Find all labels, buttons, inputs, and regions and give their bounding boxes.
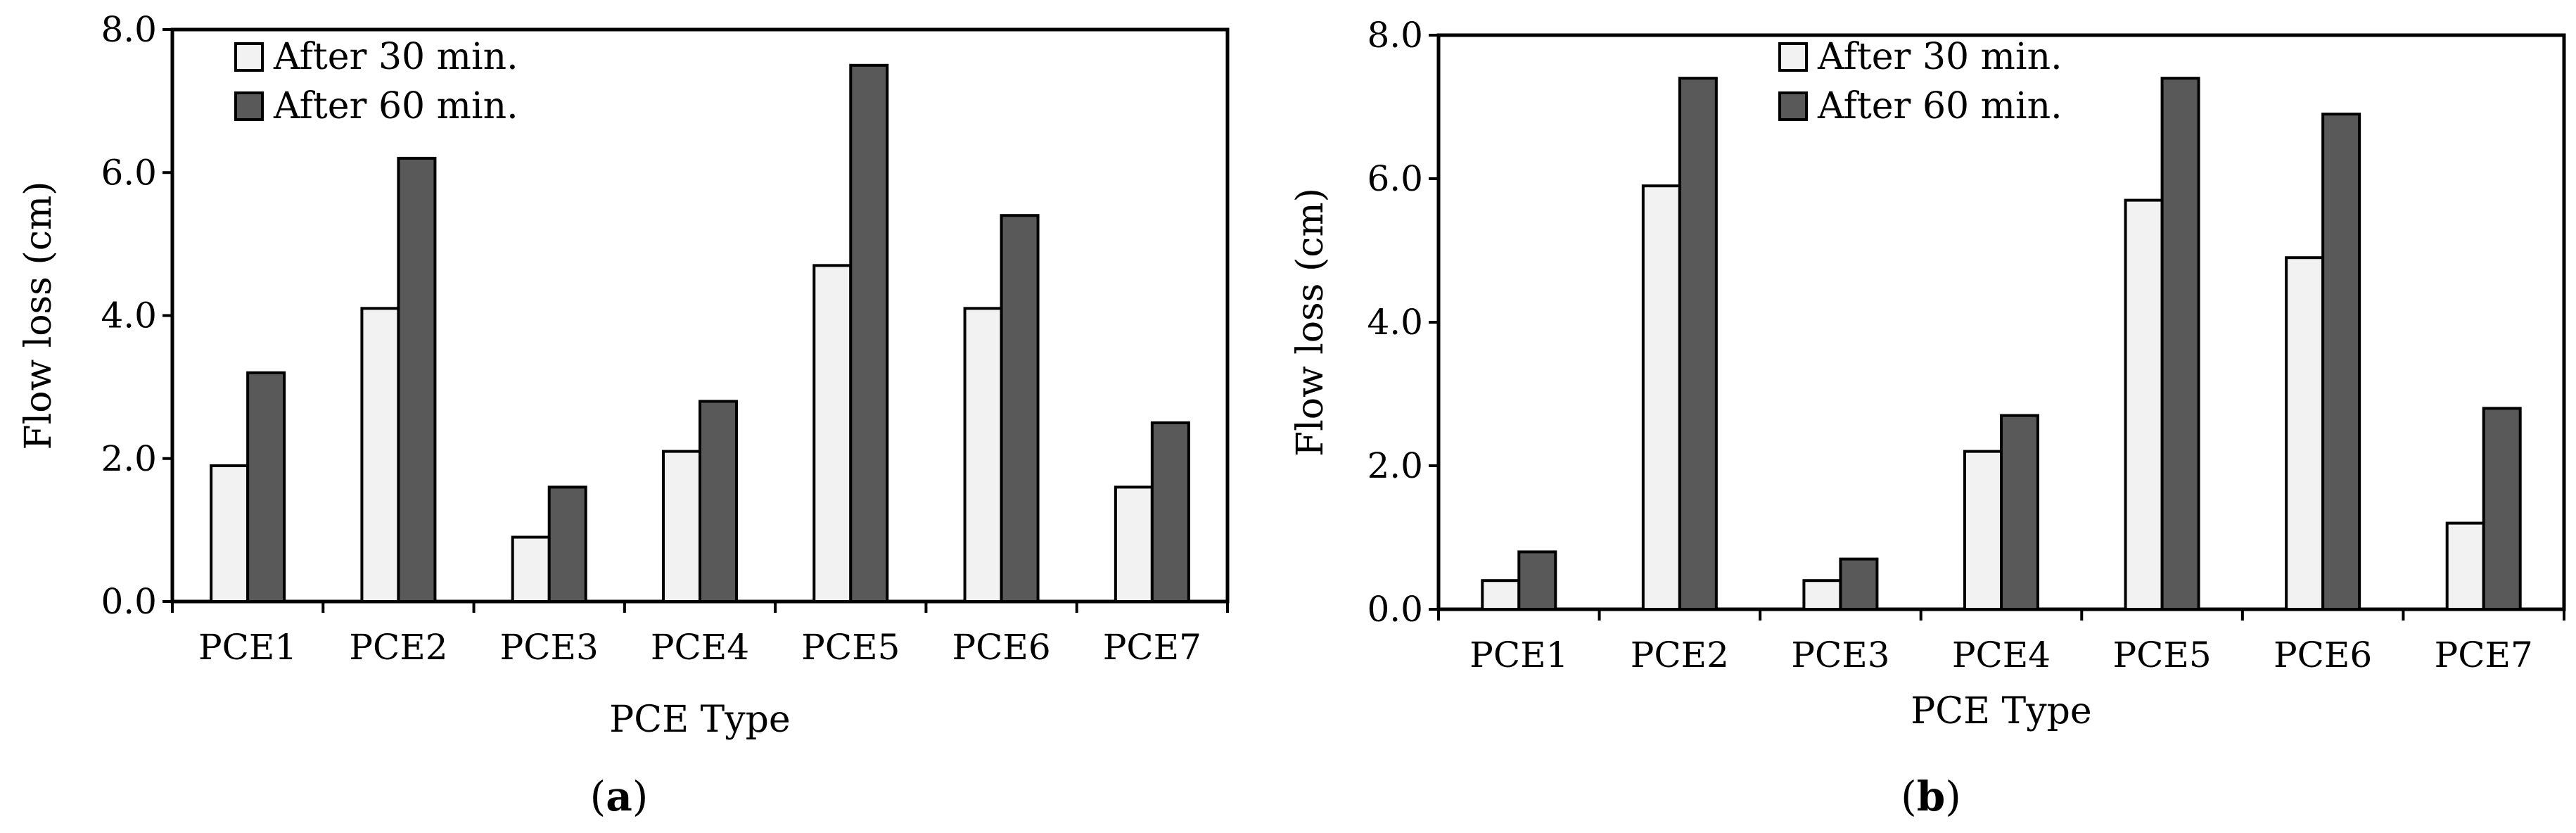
y-tick-label: 8.0 (1367, 15, 1423, 56)
y-axis-title: Flow loss (cm) (1289, 188, 1332, 457)
y-tick-label: 0.0 (1367, 589, 1423, 630)
bar-60min-pce6 (2321, 113, 2361, 611)
bar-30min-pce7 (2445, 521, 2485, 611)
bar-30min-pce5 (812, 264, 853, 603)
x-tick-label: PCE6 (952, 627, 1050, 668)
y-tick-label: 2.0 (1367, 445, 1423, 486)
y-tick-label: 4.0 (101, 295, 157, 336)
legend-swatch-60min (1778, 91, 1808, 121)
bar-30min-pce4 (662, 450, 701, 604)
y-tick-label: 6.0 (101, 152, 157, 193)
legend-label-60min: After 60 min. (273, 85, 518, 127)
bar-60min-pce4 (699, 400, 738, 603)
bar-60min-pce1 (246, 371, 286, 603)
bar-60min-pce1 (1517, 550, 1557, 611)
x-tick-label: PCE3 (1791, 635, 1889, 675)
x-tick-label: PCE1 (1469, 635, 1568, 675)
legend-label-30min: After 30 min. (273, 36, 518, 78)
bar-30min-pce6 (2285, 256, 2325, 611)
x-tick-label: PCE2 (349, 627, 447, 668)
x-tick-label: PCE5 (2112, 635, 2211, 675)
bar-30min-pce2 (1641, 184, 1681, 611)
x-tick-label: PCE7 (1103, 627, 1201, 668)
bar-60min-pce3 (547, 485, 587, 604)
x-tick-label: PCE3 (500, 627, 599, 668)
legend-swatch-30min (1778, 42, 1808, 72)
bar-60min-pce7 (1150, 421, 1190, 603)
bar-60min-pce5 (2160, 77, 2200, 611)
bar-60min-pce2 (1678, 77, 1718, 611)
y-tick-label: 4.0 (1367, 302, 1423, 343)
x-tick-label: PCE2 (1631, 635, 1729, 675)
chart-panel-b: 0.0 2.0 4.0 6.0 8.0 PCE1 PCE2 PCE3 PCE4 PCE5 PCE6 P… (1289, 15, 2566, 820)
x-tick-label: PCE7 (2435, 635, 2533, 675)
bar-30min-pce1 (1481, 579, 1521, 611)
x-tick-label: PCE5 (801, 627, 900, 668)
bar-30min-pce7 (1114, 485, 1154, 604)
bar-60min-pce3 (1839, 557, 1879, 611)
bar-30min-pce1 (210, 464, 250, 603)
x-axis-title: PCE Type (1911, 690, 2091, 732)
y-tick-label: 2.0 (101, 438, 157, 479)
bar-30min-pce4 (1963, 450, 2003, 611)
bar-30min-pce6 (963, 307, 1003, 603)
bar-30min-pce3 (1802, 579, 1842, 611)
bar-60min-pce5 (849, 63, 889, 603)
y-tick-label: 0.0 (101, 581, 157, 622)
x-tick-label: PCE1 (198, 627, 297, 668)
y-tick-label: 8.0 (101, 9, 157, 50)
bar-30min-pce3 (511, 535, 551, 603)
legend-label-30min: After 30 min. (1817, 36, 2062, 78)
bar-30min-pce2 (360, 307, 400, 603)
bar-30min-pce5 (2124, 198, 2164, 611)
y-tick-label: 6.0 (1367, 158, 1423, 199)
x-tick-label: PCE4 (651, 627, 749, 668)
x-axis-title: PCE Type (609, 699, 790, 741)
panel-label: (b) (1901, 772, 1961, 820)
bar-60min-pce6 (1000, 214, 1040, 604)
bar-60min-pce7 (2482, 407, 2522, 611)
x-tick-label: PCE6 (2274, 635, 2372, 675)
legend-label-60min: After 60 min. (1817, 85, 2062, 127)
bar-60min-pce2 (397, 156, 437, 604)
legend-swatch-60min (234, 91, 264, 121)
legend-swatch-30min (234, 42, 264, 72)
panel-label: (a) (590, 772, 649, 820)
y-axis-title: Flow loss (cm) (18, 182, 60, 450)
x-tick-label: PCE4 (1952, 635, 2051, 675)
bar-60min-pce4 (2000, 414, 2039, 611)
chart-panel-a: 0.0 2.0 4.0 6.0 8.0 PCE1 PCE2 PCE3 PCE4 PCE5 PCE6 P… (18, 9, 1230, 820)
